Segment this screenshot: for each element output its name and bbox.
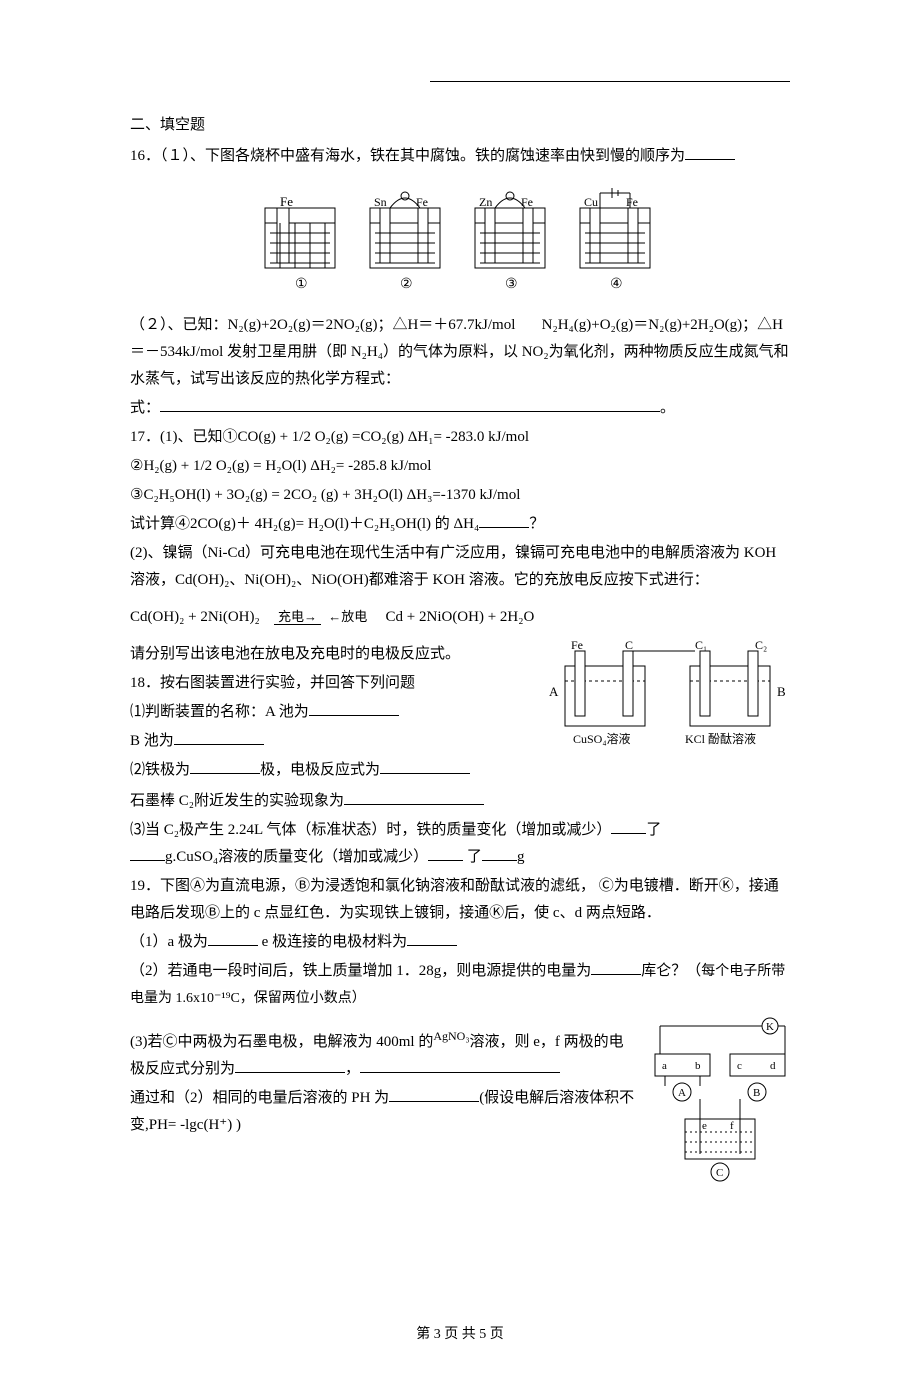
q18-p3b: 了 <box>646 822 661 838</box>
svg-text:CuSO₄溶液: CuSO₄溶液 <box>573 731 631 746</box>
q17-equation: Cd(OH)₂ + 2Ni(OH)₂ 充电→ ←放电 Cd + 2NiO(OH)… <box>130 604 790 631</box>
svg-text:d: d <box>770 1060 776 1072</box>
q16-part1: 16．（１）、下图各烧杯中盛有海水，铁在其中腐蚀。铁的腐蚀速率由快到慢的顺序为 <box>130 143 790 170</box>
svg-text:Fe: Fe <box>416 195 428 209</box>
svg-text:Cu: Cu <box>584 195 598 209</box>
blank <box>360 1057 560 1073</box>
q17-line4: 试计算④2CO(g)＋ 4H₂(g)= H₂O(l)＋C₂H₅OH(l) 的 Δ… <box>130 511 790 538</box>
blank <box>407 930 457 946</box>
q19-line1: 19．下图Ⓐ为直流电源，Ⓑ为浸透饱和氯化钠溶液和酚酞试液的滤纸， Ⓒ为电镀槽．断… <box>130 873 790 927</box>
svg-text:Fe: Fe <box>280 194 293 209</box>
q19-sep: ， <box>345 1061 360 1077</box>
blank <box>208 930 258 946</box>
svg-text:①: ① <box>295 277 308 292</box>
q17-eq-left: Cd(OH)₂ + 2Ni(OH)₂ <box>130 609 260 625</box>
blank <box>685 144 735 160</box>
q19-p1a: （1）a 极为 <box>130 934 208 950</box>
header-rule <box>430 80 790 82</box>
svg-text:Fe: Fe <box>521 195 533 209</box>
svg-text:a: a <box>662 1060 667 1072</box>
arrow-top: 充电 <box>278 609 304 624</box>
q17-line4-a: 试计算④2CO(g)＋ 4H₂(g)= H₂O(l)＋C₂H₅OH(l) 的 Δ… <box>130 516 479 532</box>
blank <box>380 758 470 774</box>
svg-text:Zn: Zn <box>479 195 492 209</box>
q18-p2c-text: 石墨棒 C₂附近发生的实验现象为 <box>130 793 344 809</box>
svg-text:C₁: C₁ <box>695 641 707 652</box>
section-2-title: 二、填空题 <box>130 112 790 139</box>
svg-text:②: ② <box>400 277 413 292</box>
svg-text:④: ④ <box>610 277 623 292</box>
q19-p2: （2）若通电一段时间后，铁上质量增加 1．28g，则电源提供的电量为库仑？（每个… <box>130 958 790 1012</box>
q16-part1-text: 16．（１）、下图各烧杯中盛有海水，铁在其中腐蚀。铁的腐蚀速率由快到慢的顺序为 <box>130 148 685 164</box>
svg-text:c: c <box>737 1060 742 1072</box>
q18-p2b: 极，电极反应式为 <box>260 762 380 778</box>
q18-p2a: ⑵铁极为 <box>130 762 190 778</box>
svg-text:B: B <box>777 684 786 699</box>
blank <box>174 729 264 745</box>
q19-p3a: (3)若Ⓒ中两极为石墨电极，电解液为 400ml 的 <box>130 1034 433 1050</box>
q18-p1b-text: B 池为 <box>130 733 174 749</box>
svg-text:b: b <box>695 1060 701 1072</box>
svg-text:e: e <box>702 1120 707 1132</box>
q18-figure: Fe C A CuSO₄溶液 C₁ C₂ B KCl 酚酞溶液 <box>545 641 790 771</box>
svg-text:A: A <box>549 684 559 699</box>
q18-p3c: g.CuSO₄溶液的质量变化（增加或减少） <box>165 849 428 865</box>
q16-beaker-figure: Fe ① Sn Fe ② <box>130 178 790 308</box>
q18-p3a: ⑶当 C₂极产生 2.24L 气体（标准状态）时，铁的质量变化（增加或减少） <box>130 822 611 838</box>
q18-p3: ⑶当 C₂极产生 2.24L 气体（标准状态）时，铁的质量变化（增加或减少）了 … <box>130 817 790 871</box>
svg-text:K: K <box>766 1021 774 1033</box>
blank <box>190 758 260 774</box>
q16-eq1: N₂(g)+2O₂(g)＝2NO₂(g)；△H＝＋67.7kJ/mol <box>228 317 516 333</box>
svg-text:Fe: Fe <box>571 641 583 652</box>
q19-p1b: e 极连接的电极材料为 <box>258 934 407 950</box>
q19-p3c-text: 通过和（2）相同的电量后溶液的 PH 为 <box>130 1090 389 1106</box>
q19-p2b: 库仑？（ <box>641 963 701 979</box>
q17-part2: (2)、镍镉（Ni-Cd）可充电电池在现代生活中有广泛应用，镍镉可充电电池中的电… <box>130 540 790 594</box>
q17-eq-right: Cd + 2NiO(OH) + 2H₂O <box>386 609 535 625</box>
blank <box>479 512 529 528</box>
blank <box>344 789 484 805</box>
q19-p1: （1）a 极为 e 极连接的电极材料为 <box>130 929 790 956</box>
blank <box>591 959 641 975</box>
q18-p2c: 石墨棒 C₂附近发生的实验现象为 <box>130 788 790 815</box>
blank <box>389 1086 479 1102</box>
q18-p3e: g <box>517 849 525 865</box>
q17-line4-b: ？ <box>529 516 544 532</box>
q19-p2a: （2）若通电一段时间后，铁上质量增加 1．28g，则电源提供的电量为 <box>130 963 591 979</box>
blank <box>160 396 660 412</box>
q19-circuit: K a b A c d B e f C <box>650 1014 790 1194</box>
blank <box>309 700 399 716</box>
svg-text:③: ③ <box>505 277 518 292</box>
q16-body: 发射卫星用肼（即 N₂H₄）的气体为原料，以 NO₂为氧化剂，两种物质反应生成氮… <box>130 344 789 387</box>
svg-text:A: A <box>678 1087 686 1099</box>
svg-text:C: C <box>625 641 633 652</box>
svg-text:C₂: C₂ <box>755 641 767 652</box>
svg-text:C: C <box>716 1167 723 1179</box>
q18-p1a: ⑴判断装置的名称：A 池为 <box>130 704 309 720</box>
q17-line1: 17．(1)、已知①CO(g) + 1/2 O₂(g) =CO₂(g) ΔH₁=… <box>130 424 790 451</box>
svg-text:Sn: Sn <box>374 195 387 209</box>
q18-p3d: 了 <box>463 849 482 865</box>
blank <box>235 1057 345 1073</box>
svg-text:B: B <box>753 1087 760 1099</box>
svg-text:f: f <box>730 1120 734 1132</box>
q16-end: 。 <box>660 400 675 416</box>
q17-arrows: 充电→ ←放电 <box>274 610 371 624</box>
arrow-bot: 放电 <box>341 609 367 624</box>
q16-blank-line: 式：。 <box>130 395 790 422</box>
blank <box>130 845 165 861</box>
q16-part2: （２）、已知：N₂(g)+2O₂(g)＝2NO₂(g)；△H＝＋67.7kJ/m… <box>130 312 790 393</box>
q19-agno3: AgNO₃ <box>433 1029 469 1043</box>
blank <box>482 845 517 861</box>
q17-line3: ③C₂H₅OH(l) + 3O₂(g) = 2CO₂ (g) + 3H₂O(l)… <box>130 482 790 509</box>
svg-text:Fe: Fe <box>626 195 638 209</box>
svg-text:KCl 酚酞溶液: KCl 酚酞溶液 <box>685 731 756 746</box>
blank <box>611 818 646 834</box>
page-footer: 第 3 页 共 5 页 <box>130 1322 790 1347</box>
q17-line2: ②H₂(g) + 1/2 O₂(g) = H₂O(l) ΔH₂= -285.8 … <box>130 453 790 480</box>
blank <box>428 845 463 861</box>
